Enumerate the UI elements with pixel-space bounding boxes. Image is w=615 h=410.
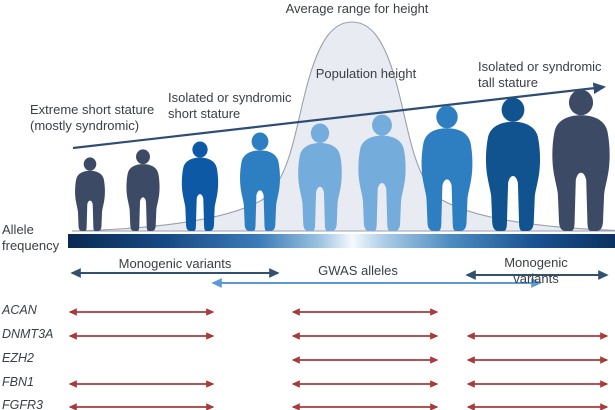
human-figure [126,149,160,231]
allele-frequency-label: Allele frequency [2,222,60,253]
human-figure [552,89,610,231]
allele-frequency-bar [68,234,615,248]
gene-label-ezh2: EZH2 [2,351,34,365]
human-figure [485,97,541,231]
human-figure [181,141,219,231]
gwas-alleles-label: GWAS alleles [318,263,398,278]
population-height-label: Population height [315,66,417,81]
monogenic-variants-left-label: Monogenic variants [118,256,232,271]
variant-range-arrows [70,268,609,288]
average-range-label: Average range for height [285,1,429,16]
gene-label-fgfr3: FGFR3 [2,398,43,410]
isolated-tall-stature-label: Isolated or syndromic tall stature [478,59,602,90]
human-figure [75,157,105,231]
isolated-short-stature-label: Isolated or syndromic short stature [168,90,292,121]
gene-label-dnmt3a: DNMT3A [2,327,54,341]
monogenic-variants-right-label: Monogenic variants [504,255,568,286]
gene-label-acan: ACAN [2,303,37,317]
gene-range-arrows [68,308,609,410]
stature-trend-arrow [72,82,606,150]
extreme-short-stature-label: Extreme short stature (mostly syndromic) [30,102,155,133]
gene-label-fbn1: FBN1 [2,375,34,389]
